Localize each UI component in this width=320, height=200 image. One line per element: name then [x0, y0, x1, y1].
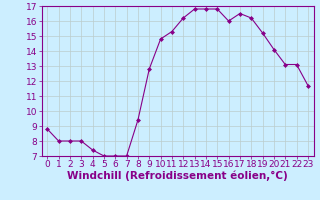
X-axis label: Windchill (Refroidissement éolien,°C): Windchill (Refroidissement éolien,°C) [67, 171, 288, 181]
